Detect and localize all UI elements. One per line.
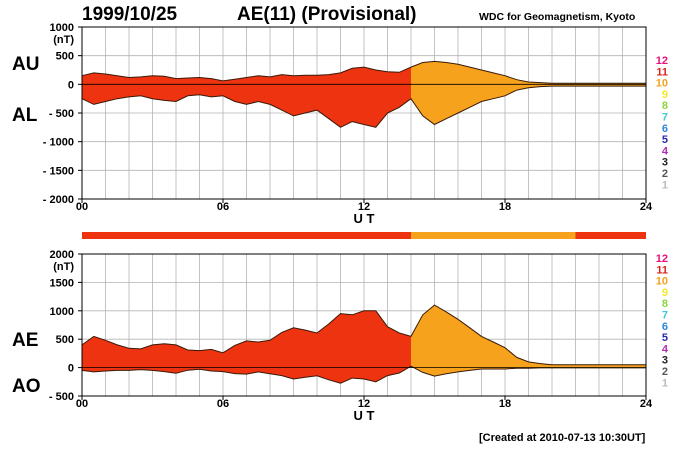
level-scale-label: 12 — [656, 253, 668, 265]
level-scale-label: 4 — [662, 343, 669, 355]
level-scale-label: 7 — [662, 310, 668, 322]
y-tick-label: - 500 — [49, 391, 74, 403]
station-bar-segment — [411, 232, 576, 239]
x-axis-label: U T — [354, 408, 375, 423]
level-scale-label: 9 — [662, 287, 668, 299]
y-unit-label: (nT) — [53, 34, 74, 46]
x-tick-label: 18 — [499, 398, 511, 410]
x-tick-label: 12 — [358, 201, 370, 213]
station-bar-segment — [575, 232, 646, 239]
y-tick-label: 1000 — [50, 22, 74, 34]
chart-title: AE(11) (Provisional) — [237, 4, 417, 25]
series-band — [82, 310, 411, 384]
y-tick-label: - 1500 — [43, 165, 74, 177]
level-scale-label: 6 — [662, 123, 668, 135]
x-tick-label: 06 — [217, 201, 229, 213]
y-tick-label: 0 — [68, 363, 74, 375]
level-scale-label: 10 — [656, 276, 668, 288]
x-axis-label: U T — [354, 211, 375, 226]
level-scale-label: 9 — [662, 89, 668, 101]
level-scale-label: 1 — [662, 179, 668, 191]
level-scale-label: 4 — [662, 145, 669, 157]
y-tick-label: 2000 — [50, 249, 74, 261]
level-scale-label: 3 — [662, 355, 668, 367]
series-line-al — [81, 85, 646, 128]
series-label-ao: AO — [12, 376, 41, 397]
level-scale-label: 1 — [662, 377, 668, 389]
level-scale-label: 12 — [656, 55, 668, 67]
level-scale-label: 11 — [656, 264, 668, 276]
x-tick-label: 00 — [76, 201, 88, 213]
level-scale-label: 8 — [662, 298, 668, 310]
x-tick-label: 24 — [640, 201, 653, 213]
y-tick-label: - 1000 — [43, 137, 74, 149]
y-tick-label: 500 — [56, 334, 74, 346]
y-tick-label: - 500 — [49, 108, 74, 120]
x-tick-label: 00 — [76, 398, 88, 410]
y-tick-label: 0 — [68, 79, 74, 91]
level-scale-label: 7 — [662, 112, 668, 124]
level-scale-label: 11 — [656, 66, 668, 78]
created-timestamp: [Created at 2010-07-13 10:30UT] — [479, 432, 646, 444]
y-tick-label: 1000 — [50, 306, 74, 318]
level-scale-label: 10 — [656, 78, 668, 90]
x-tick-label: 06 — [217, 398, 229, 410]
credit-label: WDC for Geomagnetism, Kyoto — [479, 11, 636, 23]
series-band — [411, 305, 646, 377]
chart-panel-1 — [78, 26, 647, 203]
series-label-ae: AE — [12, 330, 38, 351]
series-band — [411, 61, 646, 125]
series-line-ao — [81, 365, 646, 384]
level-scale-label: 3 — [662, 157, 668, 169]
x-tick-label: 12 — [358, 398, 370, 410]
series-line-au — [81, 60, 646, 84]
x-tick-label: 18 — [499, 201, 511, 213]
level-scale-label: 6 — [662, 321, 668, 333]
series-band — [82, 67, 411, 128]
series-line-ae — [81, 304, 646, 366]
station-bar-segment — [82, 232, 411, 239]
y-tick-label: 1500 — [50, 277, 74, 289]
chart-panel-2 — [78, 253, 647, 400]
level-scale-label: 5 — [662, 134, 668, 146]
level-scale-label: 2 — [662, 168, 668, 180]
y-tick-label: 500 — [56, 51, 74, 63]
level-scale-label: 5 — [662, 332, 668, 344]
x-tick-label: 24 — [640, 398, 653, 410]
y-unit-label: (nT) — [53, 261, 74, 273]
series-label-al: AL — [12, 105, 38, 126]
series-label-au: AU — [12, 54, 39, 75]
chart-date: 1999/10/25 — [82, 4, 178, 25]
level-scale-label: 8 — [662, 100, 668, 112]
level-scale-label: 2 — [662, 366, 668, 378]
y-tick-label: - 2000 — [43, 194, 74, 206]
